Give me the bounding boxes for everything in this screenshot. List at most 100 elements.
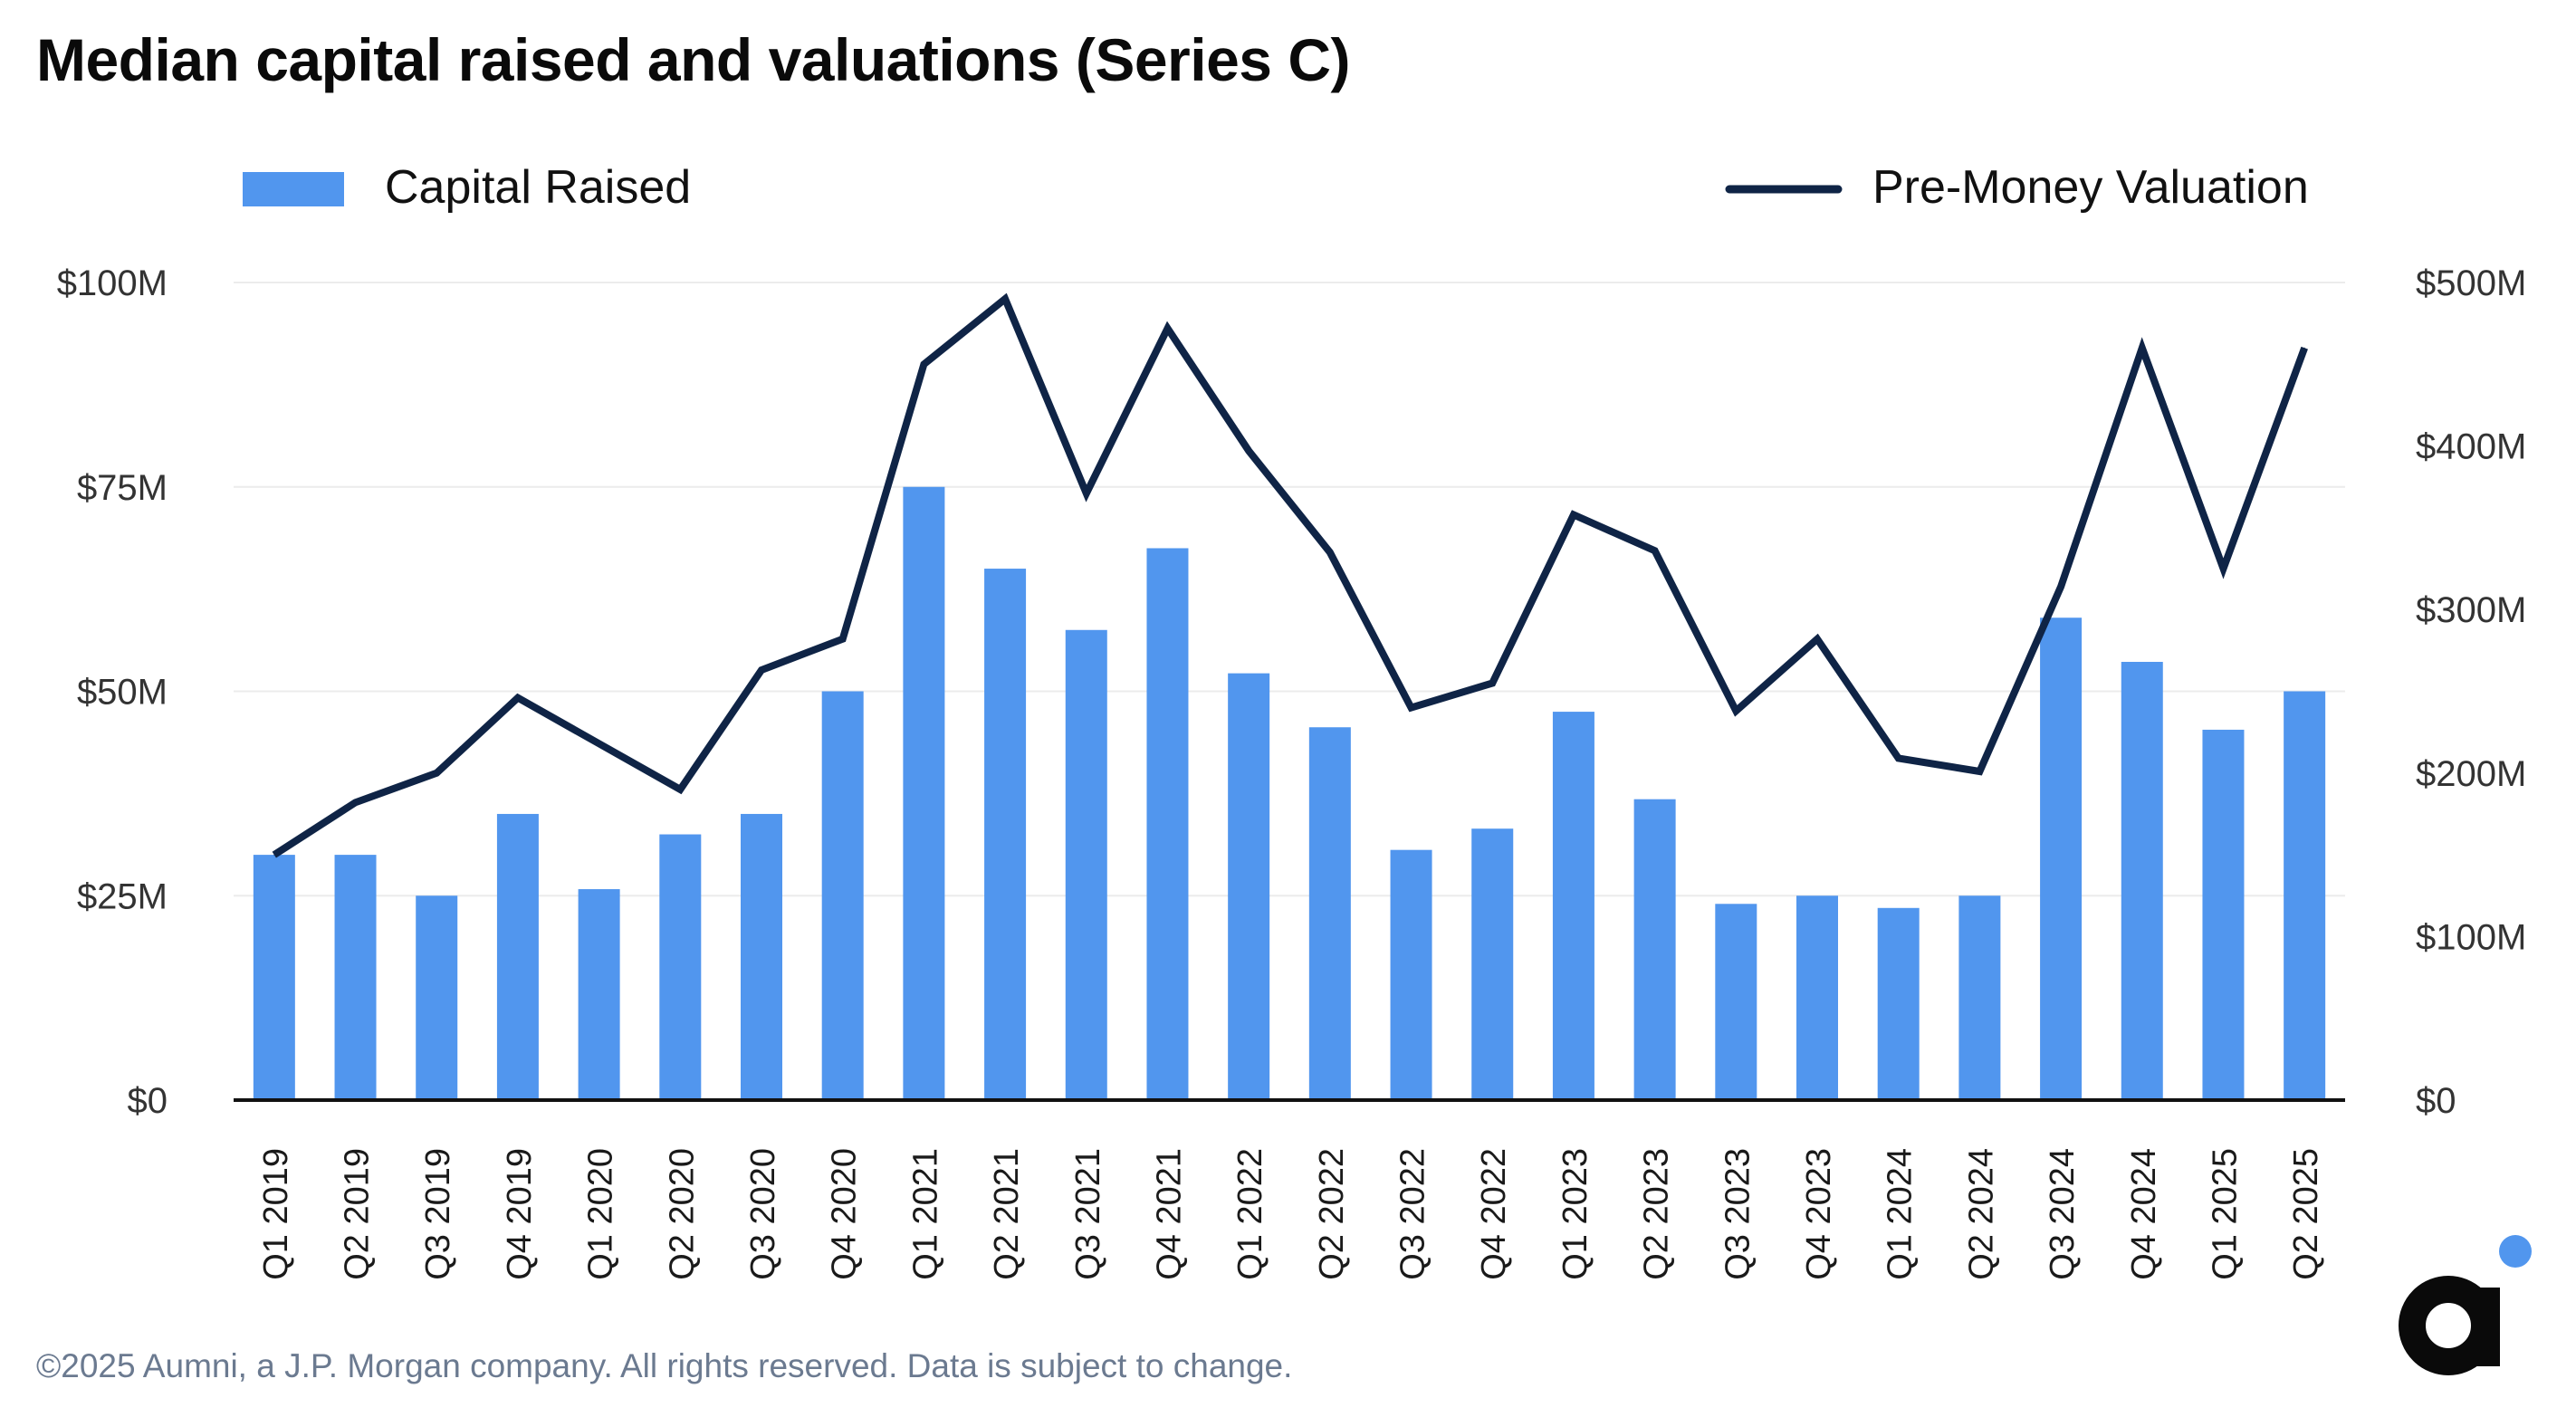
valuation-point xyxy=(679,789,681,790)
x-tick-label: Q4 2023 xyxy=(1800,1148,1838,1280)
valuation-line-series xyxy=(272,292,2308,858)
x-tick-label: Q1 2021 xyxy=(906,1148,944,1280)
bar-capital-raised xyxy=(253,855,295,1100)
bar-capital-raised xyxy=(1228,673,1270,1100)
bar-capital-raised xyxy=(1390,849,1432,1100)
bar-capital-raised xyxy=(1552,712,1594,1100)
right-axis-ticks: $0 $100M $200M $300M $400M $500M xyxy=(2416,263,2526,1121)
legend-pre-money-valuation-label: Pre-Money Valuation xyxy=(1872,161,2309,214)
bar-capital-raised xyxy=(1065,629,1107,1100)
bar-capital-raised xyxy=(2121,661,2163,1100)
valuation-line xyxy=(272,292,2308,858)
bar-capital-raised xyxy=(1308,727,1351,1100)
x-tick-label: Q4 2019 xyxy=(501,1148,539,1280)
right-tick-label: $500M xyxy=(2416,263,2526,303)
valuation-point xyxy=(1816,638,1818,640)
copyright-footer: ©2025 Aumni, a J.P. Morgan company. All … xyxy=(36,1347,1293,1384)
valuation-point xyxy=(273,854,275,856)
valuation-point xyxy=(2303,347,2305,349)
x-tick-label: Q2 2020 xyxy=(663,1148,701,1280)
left-axis-ticks: $0 $25M $50M $75M $100M xyxy=(57,263,168,1121)
left-tick-label: $75M xyxy=(77,468,168,508)
x-tick-label: Q3 2019 xyxy=(419,1148,457,1280)
x-tick-label: Q3 2022 xyxy=(1394,1148,1432,1280)
x-tick-label: Q2 2023 xyxy=(1638,1148,1676,1280)
right-tick-label: $400M xyxy=(2416,427,2526,467)
valuation-point xyxy=(1166,328,1168,330)
page-title: Median capital raised and valuations (Se… xyxy=(36,26,1350,93)
x-tick-label: Q2 2025 xyxy=(2287,1148,2325,1280)
bar-capital-raised xyxy=(1633,799,1676,1100)
valuation-point xyxy=(1411,707,1412,709)
bar-capital-raised xyxy=(416,895,458,1100)
x-tick-label: Q2 2024 xyxy=(1962,1148,2000,1280)
bar-capital-raised xyxy=(578,889,620,1100)
bar-capital-raised xyxy=(1796,895,1838,1100)
left-tick-label: $100M xyxy=(57,263,168,303)
x-axis-labels: Q1 2019 Q2 2019 Q3 2019 Q4 2019 Q1 2020 Q2 20… xyxy=(257,1148,2325,1280)
valuation-point xyxy=(2222,568,2224,570)
x-tick-label: Q1 2025 xyxy=(2206,1148,2244,1280)
right-tick-label: $200M xyxy=(2416,754,2526,794)
bar-capital-raised xyxy=(1877,907,1920,1100)
bar-capital-raised xyxy=(903,486,945,1100)
bar-capital-raised xyxy=(2284,691,2326,1100)
x-tick-label: Q2 2022 xyxy=(1313,1148,1351,1280)
bar-capital-raised xyxy=(334,855,377,1100)
valuation-point xyxy=(1248,450,1250,452)
gridlines xyxy=(234,282,2345,897)
capital-raised-bars xyxy=(253,486,2326,1100)
bar-capital-raised xyxy=(984,569,1027,1100)
bar-capital-raised xyxy=(821,691,864,1100)
valuation-point xyxy=(761,669,762,671)
x-tick-label: Q1 2020 xyxy=(582,1148,620,1280)
valuation-point xyxy=(1573,513,1575,515)
bar-capital-raised xyxy=(496,813,539,1100)
valuation-point xyxy=(1004,298,1006,300)
x-tick-label: Q2 2021 xyxy=(988,1148,1026,1280)
logo-accent-dot xyxy=(2499,1235,2532,1268)
right-tick-label: $300M xyxy=(2416,590,2526,630)
x-tick-label: Q1 2019 xyxy=(257,1148,295,1280)
bar-capital-raised xyxy=(1471,828,1514,1100)
x-tick-label: Q4 2021 xyxy=(1150,1148,1188,1280)
x-tick-label: Q3 2020 xyxy=(744,1148,782,1280)
valuation-point xyxy=(2060,586,2062,588)
x-tick-label: Q4 2022 xyxy=(1475,1148,1513,1280)
x-tick-label: Q3 2021 xyxy=(1069,1148,1107,1280)
valuation-point xyxy=(1329,551,1331,553)
bar-capital-raised xyxy=(741,813,782,1100)
valuation-point xyxy=(1898,758,1900,760)
valuation-point xyxy=(517,697,519,699)
left-tick-label: $25M xyxy=(77,876,168,916)
bar-capital-raised xyxy=(2202,729,2245,1100)
x-tick-label: Q2 2019 xyxy=(339,1148,377,1280)
valuation-point xyxy=(1735,710,1737,712)
left-tick-label: $0 xyxy=(128,1081,168,1121)
valuation-point xyxy=(1491,682,1493,684)
legend: Capital Raised Pre-Money Valuation xyxy=(243,161,2309,214)
x-tick-label: Q1 2024 xyxy=(1882,1148,1920,1280)
legend-capital-raised-swatch xyxy=(243,172,344,206)
bar-capital-raised xyxy=(1715,904,1757,1100)
bar-capital-raised xyxy=(1146,548,1189,1100)
x-tick-label: Q1 2023 xyxy=(1556,1148,1594,1280)
x-tick-label: Q4 2024 xyxy=(2125,1148,2163,1280)
valuation-point xyxy=(842,638,844,640)
x-tick-label: Q4 2020 xyxy=(826,1148,864,1280)
bar-capital-raised xyxy=(2040,618,2083,1100)
right-tick-label: $100M xyxy=(2416,917,2526,957)
valuation-point xyxy=(436,772,437,774)
bar-capital-raised xyxy=(659,834,702,1100)
x-tick-label: Q1 2022 xyxy=(1231,1148,1269,1280)
bar-capital-raised xyxy=(1958,895,2001,1100)
legend-capital-raised-label: Capital Raised xyxy=(385,161,691,214)
left-tick-label: $50M xyxy=(77,673,168,713)
x-tick-label: Q3 2023 xyxy=(1719,1148,1757,1280)
valuation-point xyxy=(355,801,357,803)
logo-letter-stem xyxy=(2473,1288,2500,1366)
valuation-point xyxy=(2141,347,2143,349)
x-tick-label: Q3 2024 xyxy=(2044,1148,2082,1280)
aumni-logo-icon xyxy=(2399,1235,2532,1375)
